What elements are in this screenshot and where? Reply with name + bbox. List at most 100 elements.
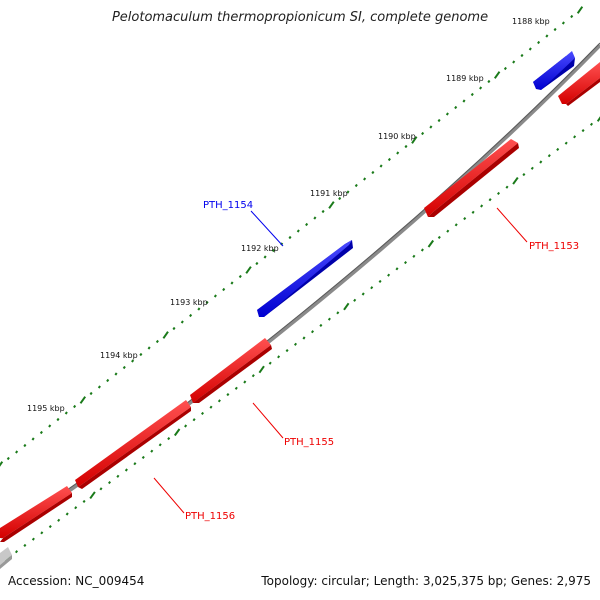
minor-tick [371,170,375,175]
minor-tick [437,118,441,123]
minor-tick [327,317,331,321]
gene-top-right-red[interactable] [558,62,600,106]
minor-tick [573,135,577,139]
minor-tick [200,411,205,415]
minor-tick [15,450,19,454]
minor-tick [354,183,358,188]
minor-tick [285,349,289,353]
minor-tick [530,166,534,170]
minor-tick [23,443,27,448]
minor-tick [64,411,68,415]
minor-tick [305,222,309,227]
minor-tick [412,254,416,258]
minor-tick [65,512,69,516]
gene-pth-1153[interactable] [424,139,519,217]
genome-stats-text: Topology: circular; Length: 3,025,375 bp… [261,574,591,588]
minor-tick [268,361,272,365]
gene-pth-1155[interactable] [190,338,272,403]
minor-tick [556,147,560,151]
minor-tick [255,261,259,266]
tick-label-1192: 1192 kbp [241,244,279,253]
gene-forward-top-right[interactable] [533,51,575,90]
gene-label-pth-1154: PTH_1154 [203,200,253,211]
tick-label-1194: 1194 kbp [100,351,138,360]
minor-tick [454,105,458,110]
minor-tick [155,339,159,344]
minor-tick [353,298,357,302]
minor-tick [189,313,193,318]
minor-tick [172,326,176,331]
minor-tick [520,53,524,58]
minor-tick [184,424,188,428]
minor-tick [496,191,501,195]
minor-tick [57,518,61,522]
minor-tick [263,255,267,259]
minor-tick [82,499,86,503]
gene-label-pth-1156: PTH_1156 [185,511,235,522]
minor-tick [454,223,458,227]
major-tick [576,6,584,14]
minor-tick [404,144,408,149]
tick-label-1195: 1195 kbp [27,404,65,413]
minor-tick [213,294,217,298]
gene-pth-1156[interactable] [0,486,72,542]
minor-tick [363,177,367,181]
minor-tick [293,342,298,346]
minor-tick [31,537,35,541]
minor-tick [522,173,526,177]
tick-label-1191: 1191 kbp [310,189,348,198]
minor-tick [445,112,449,116]
minor-tick [277,355,281,359]
minor-tick [310,330,315,334]
minor-tick [48,525,52,529]
minor-tick [479,86,483,90]
major-tick [493,71,501,79]
minor-tick [319,323,323,327]
leader-pth-1154 [250,210,284,247]
gene-pth-1154[interactable] [257,240,353,317]
gene-other-grey[interactable] [0,547,12,569]
minor-tick [313,216,317,220]
minor-tick [133,462,137,466]
minor-tick [512,60,516,64]
minor-tick [581,129,585,133]
tick-label-1190: 1190 kbp [378,132,416,141]
major-tick [411,136,418,144]
major-tick [343,302,350,311]
minor-tick [487,79,491,84]
minor-tick [547,154,551,158]
minor-tick [124,468,128,472]
minor-tick [288,235,292,240]
minor-tick [97,385,101,389]
minor-tick [147,346,151,350]
minor-tick [296,229,300,233]
minor-tick [420,248,424,252]
minor-tick [396,151,400,155]
gene-label-pth-1155: PTH_1155 [284,437,334,448]
minor-tick [106,378,110,383]
accession-text: Accession: NC_009454 [8,574,145,588]
minor-tick [122,365,126,370]
major-tick [173,428,181,437]
major-tick [258,365,265,374]
minor-tick [158,443,162,447]
minor-tick [480,204,484,208]
minor-tick [370,286,374,290]
minor-tick [180,320,184,324]
gene-pth-1155b[interactable] [75,400,191,489]
minor-tick [107,481,112,485]
minor-tick [141,455,145,459]
minor-tick [446,229,450,233]
leader-pth-1156 [153,477,185,514]
inner-tick-ring [4,116,600,562]
minor-tick [6,456,10,461]
major-tick [162,331,169,339]
minor-tick [271,248,275,253]
minor-tick [403,261,408,265]
tick-label-1188: 1188 kbp [512,17,550,26]
minor-tick [470,92,474,97]
minor-tick [209,405,213,409]
minor-tick [564,141,568,145]
minor-tick [234,386,238,390]
